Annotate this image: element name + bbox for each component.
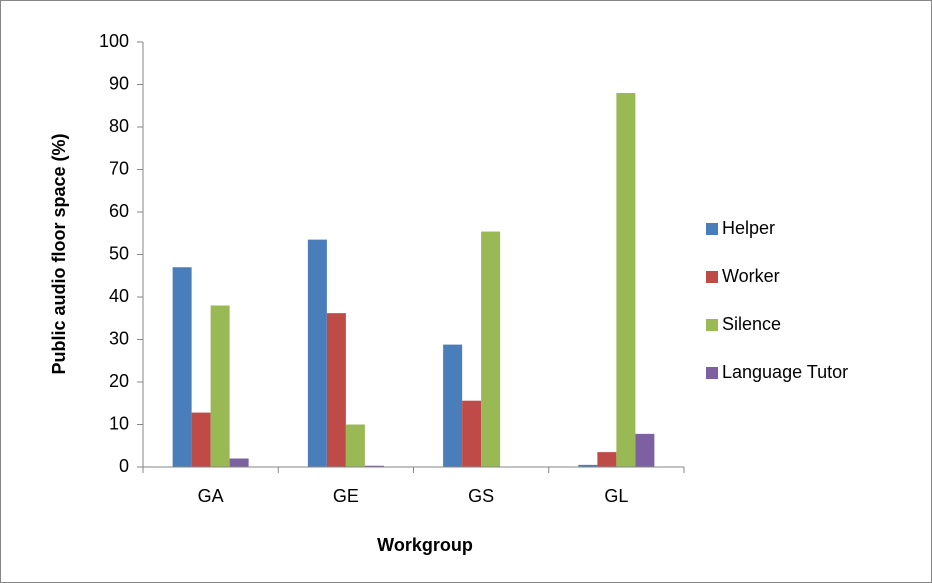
bar (307, 239, 327, 467)
y-tick-label: 30 (109, 328, 129, 348)
bar (191, 412, 211, 467)
y-tick-label: 40 (109, 286, 129, 306)
y-tick-label: 60 (109, 201, 129, 221)
bar (364, 465, 384, 467)
legend-swatch (706, 223, 718, 235)
legend-swatch (706, 271, 718, 283)
bar (616, 93, 636, 467)
x-tick-label: GL (604, 486, 628, 506)
y-tick-label: 90 (109, 73, 129, 93)
legend-swatch (706, 367, 718, 379)
y-tick-label: 100 (99, 31, 129, 51)
x-tick-label: GA (198, 486, 224, 506)
y-tick-label: 0 (119, 456, 129, 476)
bar (597, 452, 617, 467)
bar (443, 344, 463, 467)
y-tick-label: 10 (109, 413, 129, 433)
legend-label: Helper (722, 218, 775, 238)
bar (229, 458, 249, 467)
legend-label: Silence (722, 314, 781, 334)
legend-swatch (706, 319, 718, 331)
bar (481, 231, 501, 467)
bar (635, 433, 655, 467)
bar (462, 400, 482, 467)
bar (210, 305, 230, 467)
y-tick-label: 70 (109, 158, 129, 178)
bar (172, 267, 192, 467)
y-tick-label: 20 (109, 371, 129, 391)
y-tick-label: 50 (109, 243, 129, 263)
x-axis-title: Workgroup (377, 535, 473, 555)
legend-label: Worker (722, 266, 780, 286)
bar (345, 424, 365, 467)
x-tick-label: GS (468, 486, 494, 506)
bar (326, 313, 346, 467)
y-tick-label: 80 (109, 116, 129, 136)
legend-label: Language Tutor (722, 362, 848, 382)
bar (578, 464, 598, 467)
y-axis-title: Public audio floor space (%) (49, 133, 69, 374)
x-tick-label: GE (333, 486, 359, 506)
